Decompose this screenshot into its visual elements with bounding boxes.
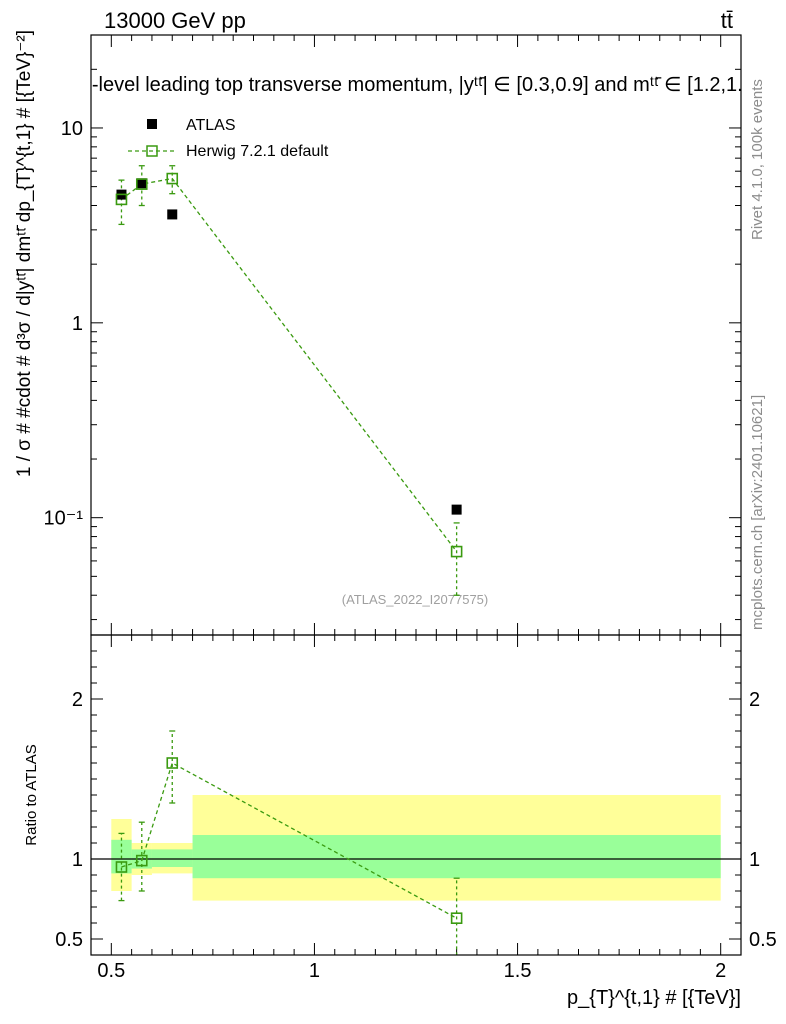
x-tick-label: 1 bbox=[309, 960, 320, 982]
legend-herwig-label: Herwig 7.2.1 default bbox=[186, 143, 329, 160]
legend: ATLAS Herwig 7.2.1 default bbox=[128, 117, 329, 160]
process-label: tt̄ bbox=[721, 8, 733, 33]
ratio-y-axis-label: Ratio to ATLAS bbox=[23, 744, 40, 845]
energy-label: 13000 GeV pp bbox=[104, 8, 246, 33]
main-y-tick-label: 1 bbox=[72, 313, 83, 335]
ratio-herwig-marker bbox=[166, 757, 179, 769]
x-tick-label: 1.5 bbox=[504, 960, 532, 982]
main-y-axis-label: 1 / σ # #cdot # d³σ / d|yᵗᵗ̄| dmᵗᵗ̄ dp_{… bbox=[14, 30, 35, 477]
ratio-y-tick-label: 1 bbox=[72, 849, 83, 871]
analysis-tag: (ATLAS_2022_I2077575) bbox=[342, 592, 488, 607]
ratio-y-tick-label-right: 1 bbox=[749, 849, 760, 871]
main-axes: 10⁻¹ 1 10 bbox=[44, 34, 741, 635]
ratio-y-tick-label-right: 0.5 bbox=[749, 929, 777, 951]
ratio-herwig-marker bbox=[135, 854, 148, 867]
legend-atlas-label: ATLAS bbox=[186, 117, 236, 134]
ratio-frame bbox=[90, 634, 742, 956]
ratio-y-tick-label: 0.5 bbox=[55, 929, 83, 951]
x-tick-label: 2 bbox=[715, 960, 726, 982]
herwig-line bbox=[121, 177, 458, 552]
ratio-herwig-marker bbox=[450, 912, 463, 925]
main-y-tick-label: 10⁻¹ bbox=[44, 508, 84, 530]
rivet-label: Rivet 4.1.0, 100k events bbox=[749, 79, 766, 240]
atlas-data-point bbox=[136, 178, 147, 189]
x-tick-label: 0.5 bbox=[97, 960, 125, 982]
legend-herwig-marker bbox=[146, 145, 158, 157]
ratio-uncertainty-bands bbox=[111, 795, 721, 901]
ratio-y-tick-label-right: 2 bbox=[749, 689, 760, 711]
ratio-band-inner bbox=[151, 849, 193, 867]
herwig-marker bbox=[135, 178, 148, 190]
herwig-marker bbox=[166, 172, 179, 185]
ratio-y-tick-label: 2 bbox=[72, 689, 83, 711]
ratio-series bbox=[91, 730, 741, 955]
ratio-herwig-line bbox=[121, 762, 457, 919]
main-series bbox=[115, 165, 463, 596]
atlas-data-point bbox=[451, 504, 462, 515]
x-axis-label: p_{T}^{t,1} # [{TeV}] bbox=[567, 987, 741, 1009]
herwig-marker bbox=[115, 193, 128, 206]
ratio-band-inner bbox=[192, 835, 721, 879]
plot-title: Parton-level leading top transverse mome… bbox=[33, 74, 786, 96]
legend-atlas-marker bbox=[147, 119, 157, 129]
ratio-herwig-marker bbox=[115, 861, 128, 873]
herwig-marker bbox=[450, 545, 463, 558]
mcplots-label: mcplots.cern.ch [arXiv:2401.10621] bbox=[749, 395, 766, 630]
main-y-tick-label: 10 bbox=[61, 118, 83, 140]
ratio-axes: 0.5 0.5 1 1 2 2 0.5 1 1.5 2 bbox=[55, 634, 777, 982]
atlas-data-point bbox=[167, 209, 178, 220]
